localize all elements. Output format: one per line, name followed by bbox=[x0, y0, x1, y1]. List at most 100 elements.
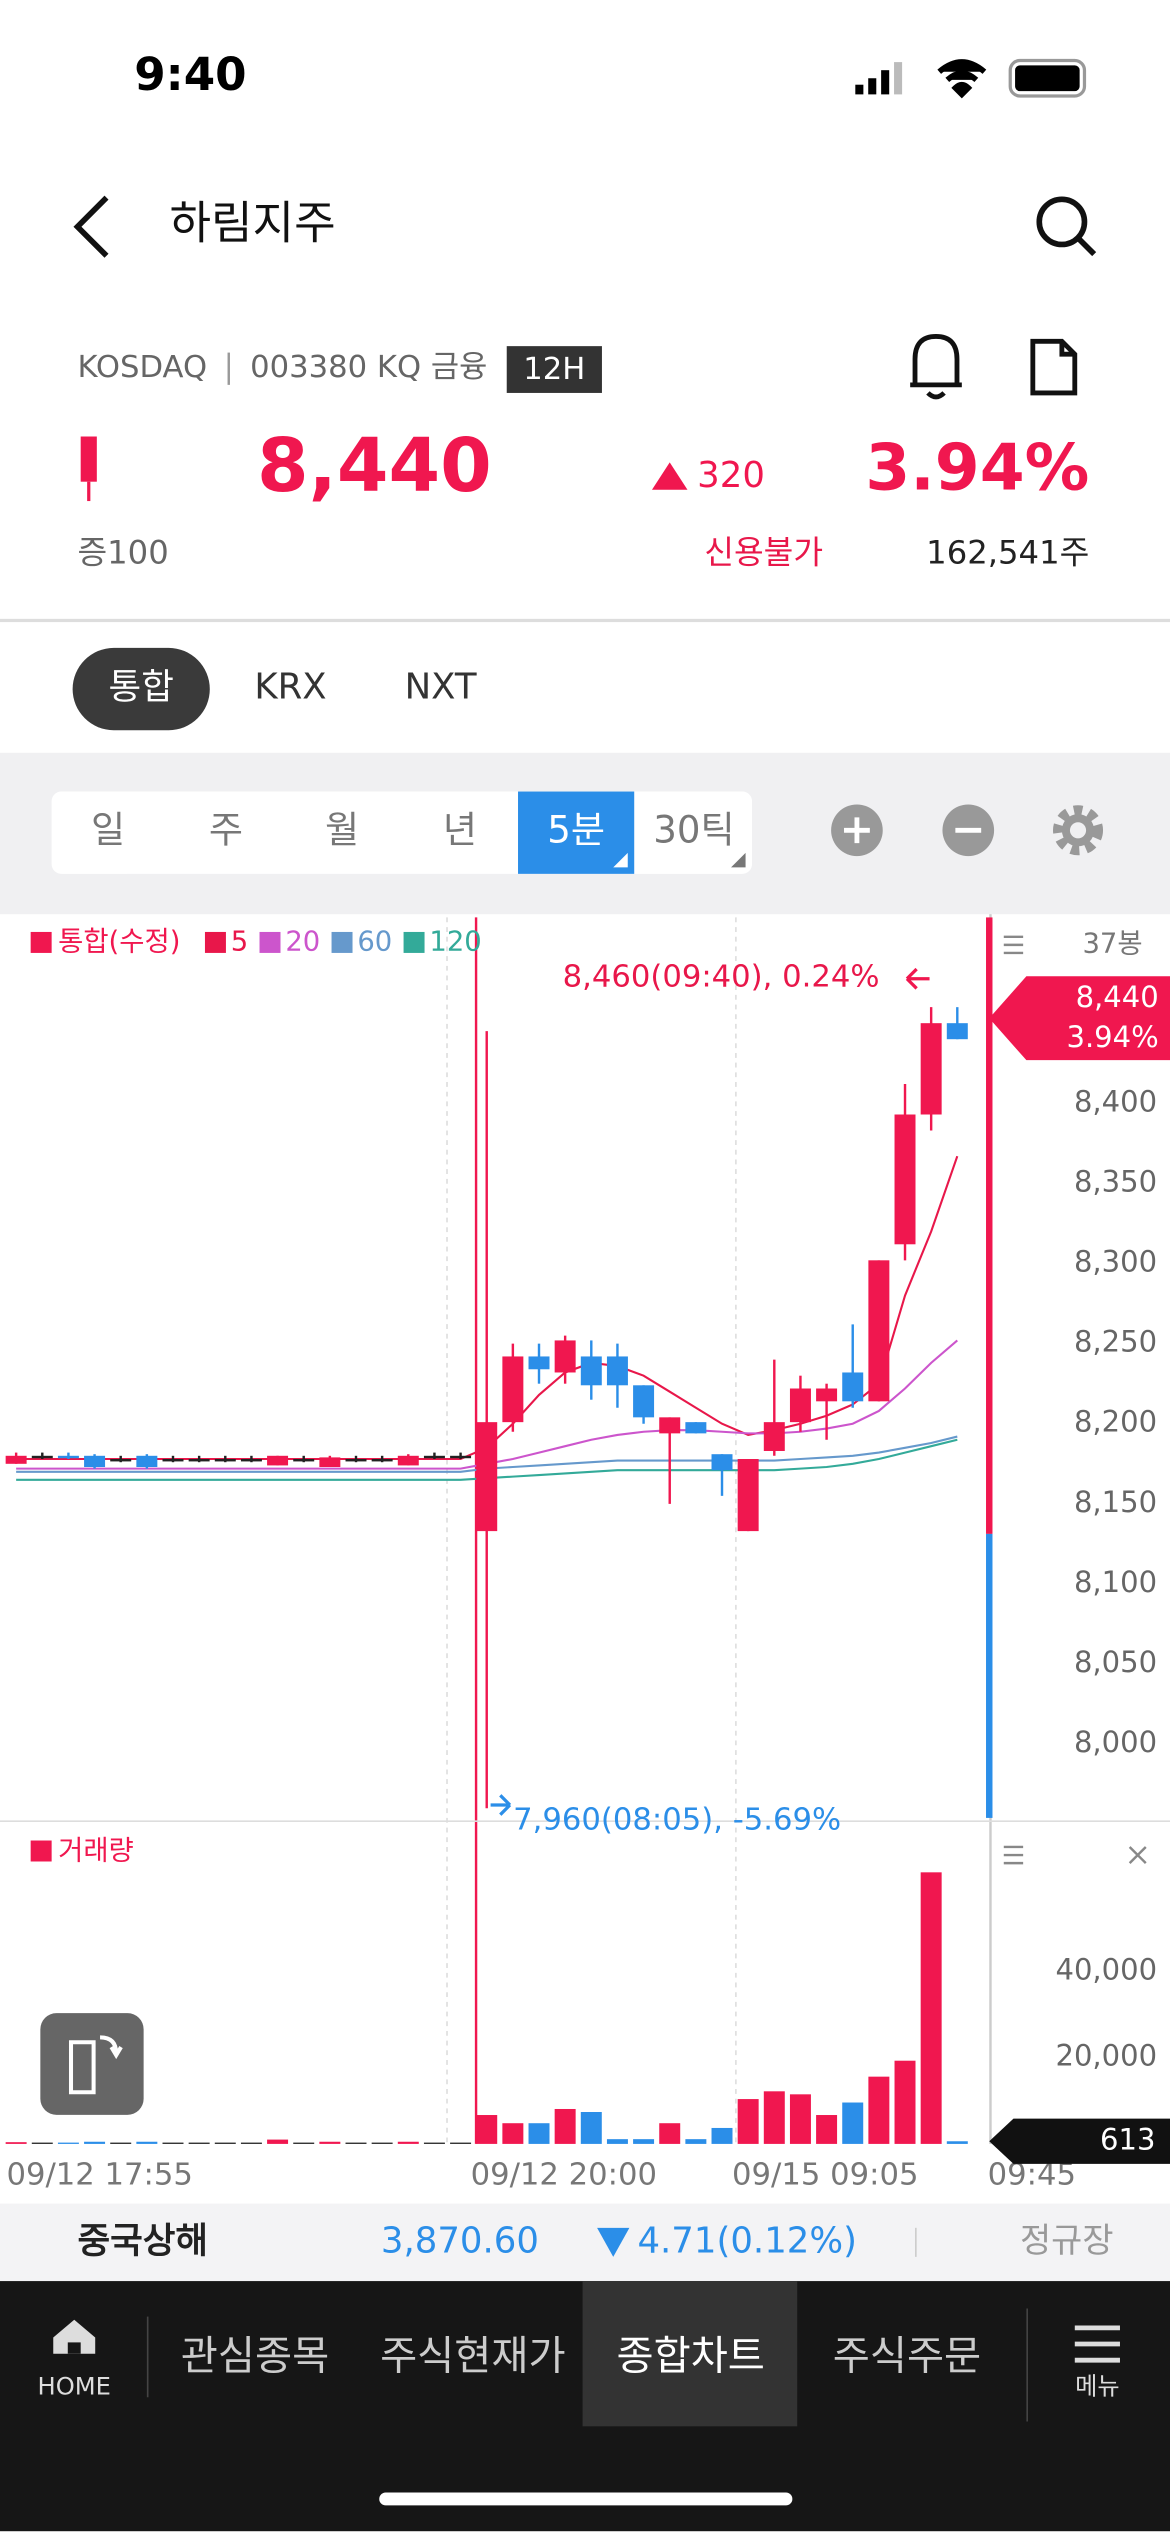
nav-item[interactable]: 주식현재가 bbox=[380, 2333, 566, 2380]
volume-bar bbox=[136, 2141, 158, 2144]
volume-bar bbox=[816, 2115, 838, 2144]
zoom-in-button[interactable] bbox=[831, 804, 883, 857]
rotate-icon bbox=[68, 2035, 123, 2095]
period-tab[interactable]: 일 bbox=[91, 808, 125, 851]
x-tick-label: 09/15 09:05 bbox=[732, 2158, 918, 2193]
nav-item[interactable]: 메뉴 bbox=[1075, 2373, 1120, 2401]
candle-body bbox=[920, 1023, 942, 1115]
margin: 증100 bbox=[77, 533, 168, 571]
volume-bar bbox=[606, 2139, 628, 2144]
y-tick-label: 8,100 bbox=[1074, 1565, 1157, 1599]
price-tag-change: 3.94% bbox=[1066, 1020, 1158, 1054]
ticker-value: 3,870.60 bbox=[381, 2220, 539, 2261]
volume-bar bbox=[371, 2142, 393, 2144]
nav-item[interactable]: 관심종목 bbox=[181, 2333, 329, 2380]
candle-body bbox=[345, 1459, 367, 1462]
candle-body bbox=[659, 1417, 681, 1434]
legend-swatch bbox=[204, 931, 226, 953]
y-tick-label: 8,300 bbox=[1074, 1245, 1157, 1279]
legend-label: 120 bbox=[429, 927, 481, 958]
change: 320 bbox=[697, 455, 765, 496]
nav-separator bbox=[146, 2316, 149, 2398]
range-bar-up bbox=[986, 917, 993, 1534]
candle-body bbox=[397, 1455, 419, 1466]
volume-bar bbox=[502, 2123, 524, 2144]
period-tab[interactable]: 년 bbox=[443, 808, 477, 851]
ticker-bg bbox=[0, 2203, 1170, 2282]
volume-tag-label: 613 bbox=[1100, 2122, 1155, 2156]
period-tab[interactable]: 5분 bbox=[547, 808, 605, 851]
price: 8,440 bbox=[257, 422, 492, 509]
nav-item[interactable]: 종합차트 bbox=[616, 2333, 764, 2380]
candle-body bbox=[162, 1459, 184, 1462]
x-tick-label: 09/12 20:00 bbox=[471, 2158, 657, 2193]
ticker-session: 정규장 bbox=[1020, 2221, 1114, 2260]
home-indicator bbox=[379, 2492, 793, 2506]
zoom-out-button[interactable] bbox=[942, 804, 995, 857]
y-tick-label: 8,050 bbox=[1074, 1645, 1157, 1679]
home-door bbox=[67, 2342, 81, 2354]
period-tab[interactable]: 월 bbox=[325, 808, 359, 851]
period-selected[interactable] bbox=[518, 791, 635, 874]
y-tick-label: 8,250 bbox=[1074, 1325, 1157, 1359]
candle-body bbox=[267, 1455, 289, 1466]
candle-body bbox=[84, 1455, 106, 1468]
volume-bar bbox=[920, 1872, 942, 2144]
volume-bar bbox=[397, 2141, 419, 2144]
candle-body bbox=[240, 1459, 262, 1462]
legend-title: 통합(수정) bbox=[58, 927, 180, 958]
candle-body bbox=[110, 1459, 132, 1462]
candle-body bbox=[711, 1454, 733, 1471]
bar-count: 37봉 bbox=[1082, 928, 1142, 959]
period-box bbox=[51, 791, 753, 874]
candle-body bbox=[57, 1455, 79, 1459]
candle-body bbox=[816, 1388, 838, 1402]
nav-item[interactable]: HOME bbox=[38, 2373, 111, 2401]
volume-bar bbox=[293, 2142, 315, 2144]
period-tab[interactable]: 주 bbox=[209, 808, 243, 851]
search-button[interactable] bbox=[1036, 196, 1097, 257]
settings-button[interactable] bbox=[1053, 805, 1104, 856]
candle-body bbox=[502, 1356, 524, 1423]
nav-item[interactable]: 주식주문 bbox=[833, 2333, 981, 2380]
volume-bar bbox=[319, 2141, 341, 2144]
volume-bar bbox=[5, 2142, 27, 2144]
legend-swatch bbox=[331, 931, 353, 953]
candle-body bbox=[685, 1422, 707, 1434]
candle-body bbox=[450, 1455, 472, 1459]
chart-menu[interactable] bbox=[1003, 935, 1024, 955]
stock-code: 003380 KQ 금융 bbox=[250, 350, 487, 385]
y-tick-label: 8,350 bbox=[1074, 1164, 1157, 1198]
exchange-tab-selected[interactable] bbox=[72, 647, 210, 731]
candle-body bbox=[371, 1459, 393, 1462]
volume-bar bbox=[528, 2123, 550, 2144]
signal-icon bbox=[855, 62, 903, 95]
exchange-tab[interactable]: NXT bbox=[405, 666, 477, 707]
back-button[interactable] bbox=[73, 195, 109, 258]
candle-body bbox=[633, 1385, 655, 1418]
volume-bar bbox=[214, 2142, 236, 2144]
period-tab[interactable]: 30틱 bbox=[653, 808, 734, 851]
candle-body bbox=[554, 1340, 576, 1373]
exchange-tab[interactable]: 통합 bbox=[109, 666, 174, 707]
candle-body bbox=[606, 1356, 628, 1386]
separator bbox=[227, 352, 230, 385]
divider bbox=[0, 618, 1170, 623]
chart: 37봉 거래량 통합(수정) 8,000 8,050 8,100 8,150 8,200… bbox=[0, 914, 1170, 2193]
volume-bar bbox=[31, 2142, 53, 2144]
alert-button[interactable] bbox=[910, 334, 962, 400]
volume-menu[interactable] bbox=[1003, 1845, 1024, 1865]
close-volume[interactable] bbox=[1128, 1846, 1147, 1864]
home-icon bbox=[53, 2319, 96, 2354]
legend-label: 20 bbox=[285, 927, 320, 958]
document-button[interactable] bbox=[1030, 338, 1078, 396]
candle-body bbox=[737, 1459, 759, 1532]
exchange-tab[interactable]: KRX bbox=[254, 666, 326, 707]
volume-bar bbox=[685, 2139, 707, 2144]
candle-body bbox=[293, 1459, 315, 1462]
volume-bar bbox=[476, 2115, 498, 2144]
volume-tick-label: 40,000 bbox=[1055, 1952, 1157, 1986]
badge: 12H bbox=[523, 352, 585, 387]
price-tag-label: 8,440 bbox=[1076, 980, 1159, 1014]
